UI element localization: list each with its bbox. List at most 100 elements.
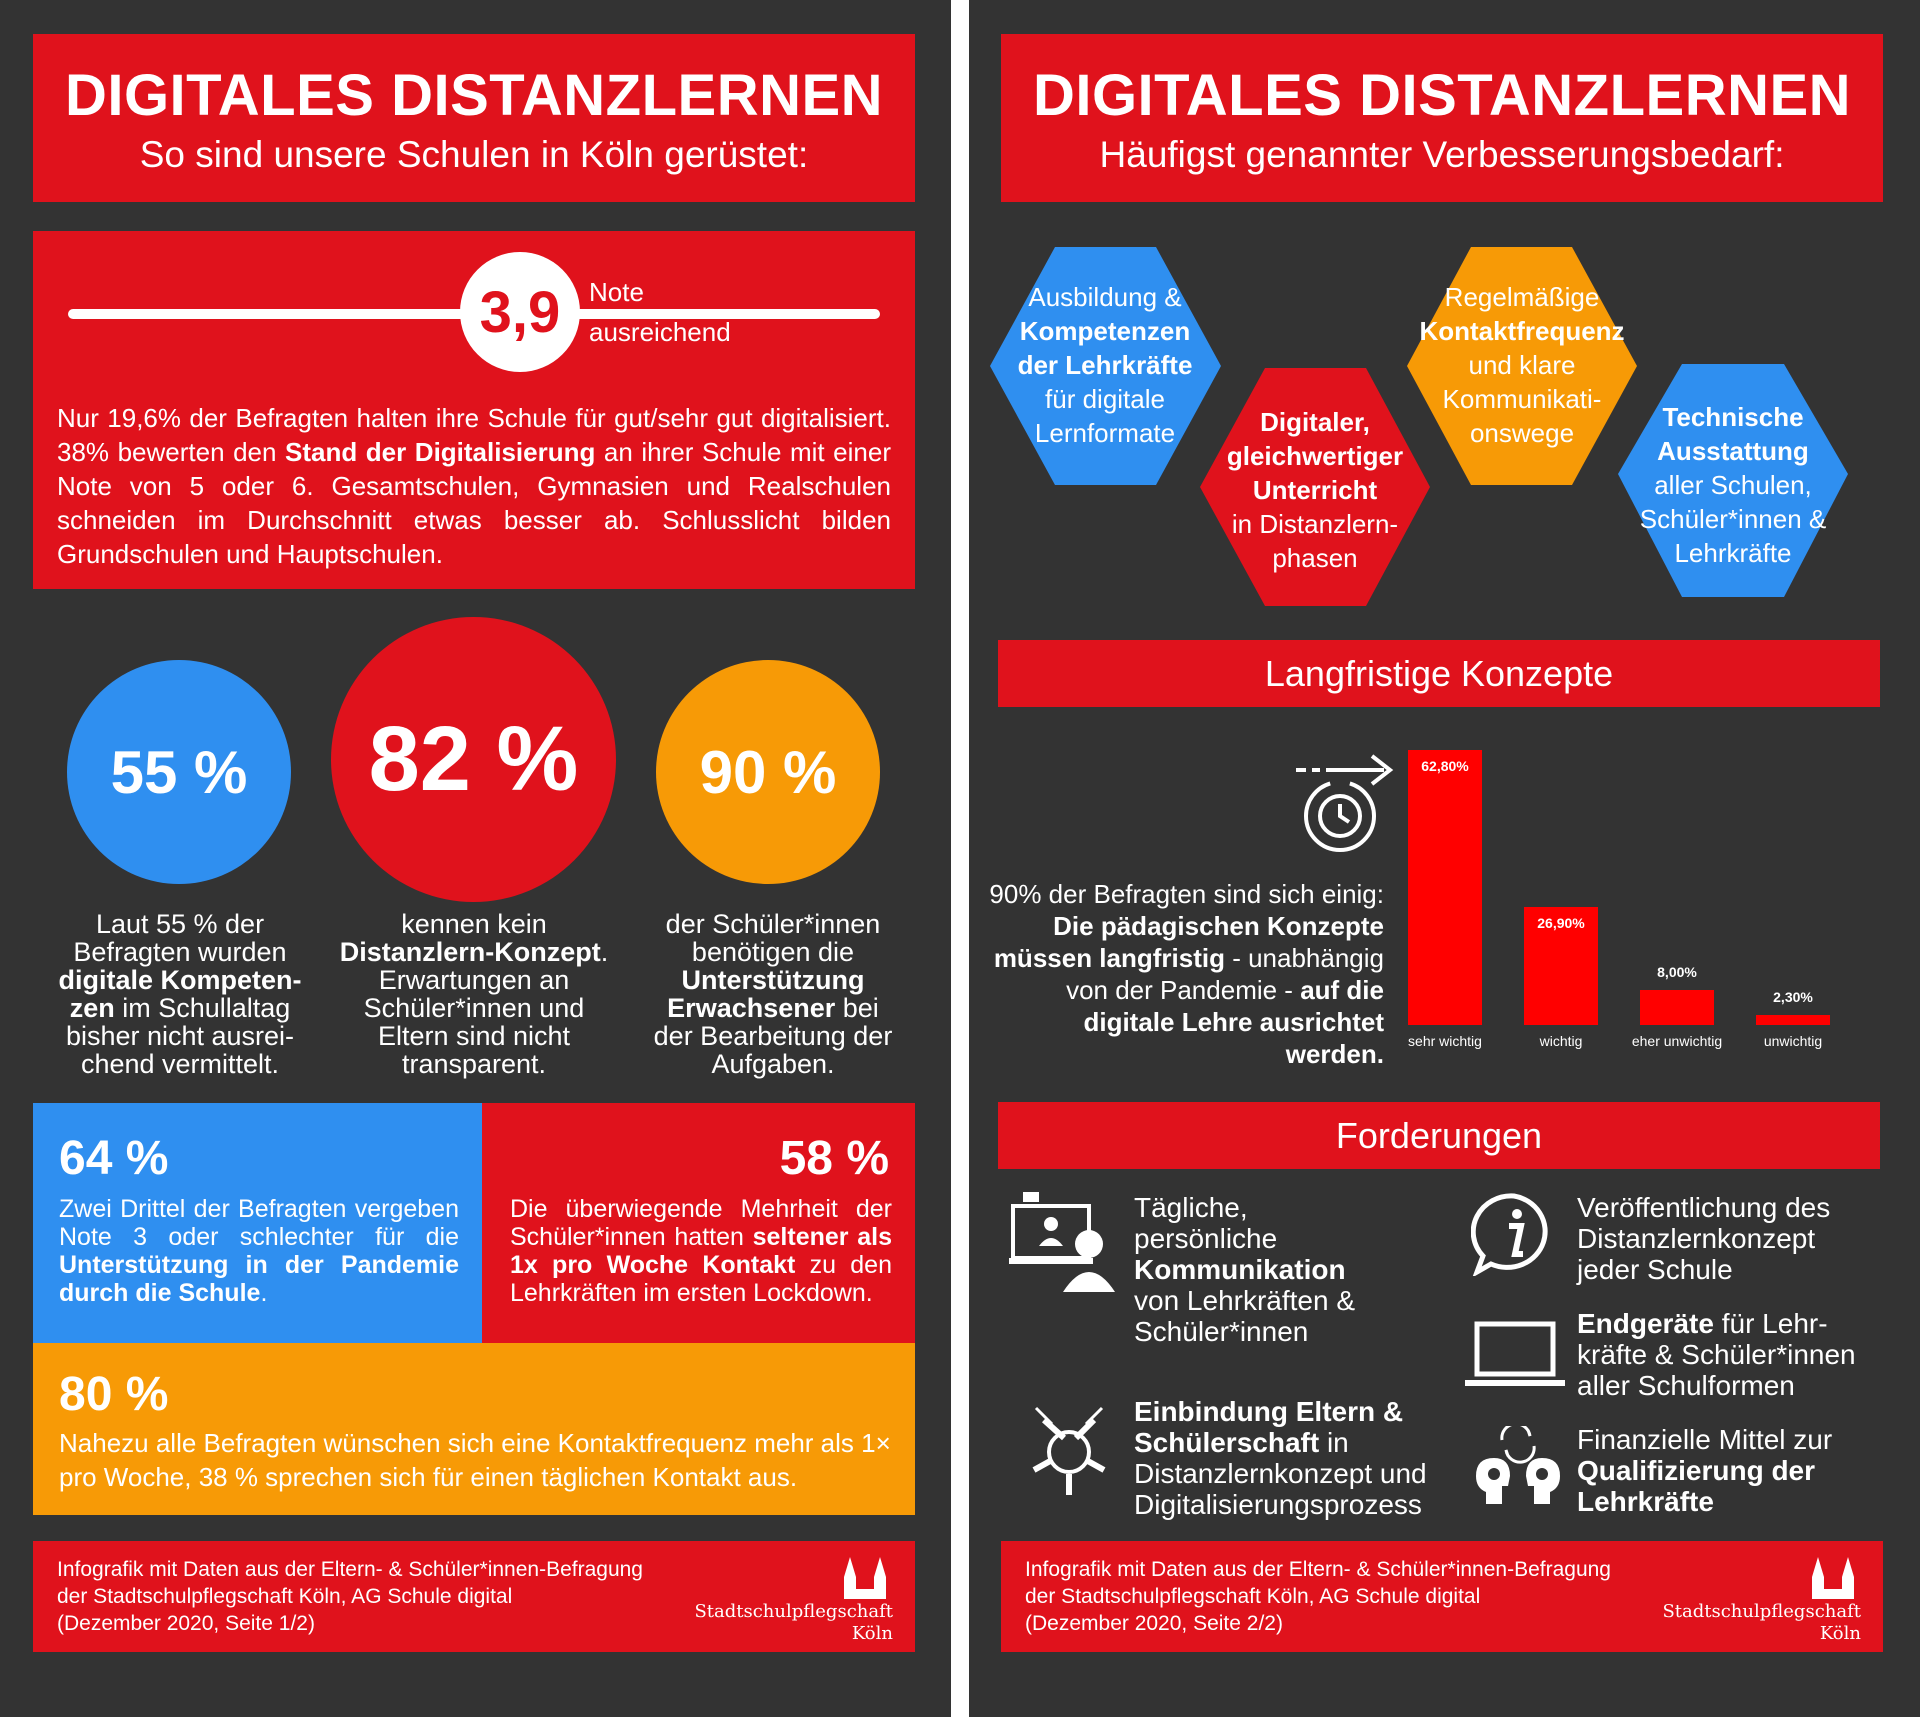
- bar-category-label: wichtig: [1539, 1033, 1583, 1049]
- grade-box: 3,9 Note ausreichend Nur 19,6% der Befra…: [33, 231, 915, 589]
- right-title: DIGITALES DISTANZLERNEN: [1032, 63, 1852, 128]
- stat-caption-90: der Schüler*innen benötigen die Unterstü…: [650, 910, 896, 1078]
- box-80-text: Nahezu alle Befragten wünschen sich eine…: [59, 1428, 891, 1492]
- bar-value-label: 62,80%: [1421, 758, 1469, 774]
- stat-value-55: 55 %: [110, 738, 248, 806]
- stat-circle-55: 55 %: [67, 660, 291, 884]
- hex-label-3: Regelmäßige Kontaktfrequenz und klare Komm…: [1419, 250, 1624, 480]
- footer-line: der Stadtschulpflegschaft Köln, AG Schul…: [1025, 1585, 1481, 1608]
- box-part: .: [260, 1279, 268, 1307]
- section-forderungen: Forderungen: [998, 1102, 1880, 1169]
- box-part: zu den Lehrkräften im ersten Lockdown.: [510, 1251, 892, 1307]
- demand-part: Finanzielle Mittel zur: [1577, 1424, 1833, 1455]
- hex-bold: Kompetenzen der Lehrkräfte: [1017, 316, 1193, 380]
- caption-bold: digitale Kompeten-zen: [58, 965, 302, 1023]
- stat-circle-82: 82 %: [331, 617, 616, 902]
- grade-label-note: Note: [589, 277, 644, 307]
- demand-part: Tägliche, persönliche: [1134, 1192, 1278, 1254]
- box-58-value: 58 %: [779, 1132, 889, 1185]
- hex-part: Regelmäßige: [1444, 282, 1600, 312]
- konzept-part: 90% der Befragten sind sich einig:: [989, 879, 1384, 909]
- bar-category-label: sehr wichtig: [1408, 1033, 1482, 1049]
- intro-part: an ihrer Schule mit einer Note von 5 ode…: [57, 437, 891, 569]
- footer-line: (Dezember 2020, Seite 2/2): [1025, 1612, 1283, 1635]
- box-80: 80 % Nahezu alle Befragten wünschen sich…: [33, 1343, 915, 1515]
- hexagon-blue-2: [1618, 364, 1848, 597]
- bar-category-label: unwichtig: [1763, 1033, 1823, 1049]
- hex-label-1: Ausbildung & Kompetenzen der Lehrkräfte fü…: [1015, 250, 1195, 480]
- grade-circle: 3,9: [460, 252, 580, 372]
- right-subtitle: Häufigst genannter Verbesserungsbedarf:: [1099, 134, 1785, 175]
- info-icon: [1471, 1193, 1548, 1276]
- right-footer-text: Infografik mit Daten aus der Eltern- & S…: [1025, 1556, 1611, 1637]
- stat-caption-55: Laut 55 % der Befragten wurden digitale …: [58, 910, 302, 1078]
- demand-bold: Qualifizierung der Lehrkräfte: [1577, 1455, 1816, 1517]
- box-bold: Unterstützung in der Pandemie durch die …: [59, 1251, 459, 1307]
- demand-part: von Lehrkräften & Schüler*innen: [1134, 1285, 1356, 1347]
- digitalization-text: Nur 19,6% der Befragten halten ihre Schu…: [57, 401, 891, 571]
- demand-1: Tägliche, persönliche Kommunikation von …: [1134, 1192, 1374, 1347]
- laptop-icon: [1465, 1321, 1565, 1386]
- footer-line: (Dezember 2020, Seite 1/2): [57, 1612, 315, 1635]
- stat-circle-90: 90 %: [656, 660, 880, 884]
- hex-bold: Digitaler, gleichwertiger Unterricht: [1226, 407, 1404, 505]
- section-konzepte: Langfristige Konzepte: [998, 640, 1880, 707]
- box-64-value: 64 %: [59, 1132, 169, 1185]
- clock-arrow-icon: [1296, 754, 1394, 852]
- hex-part: und klare Kommunikati-onswege: [1442, 350, 1602, 448]
- demand-3: Veröffentlichung des Distanzlernkonzept …: [1577, 1192, 1867, 1285]
- stat-value-90: 90 %: [699, 738, 837, 806]
- box-64: 64 % Zwei Drittel der Befragten vergeben…: [33, 1103, 482, 1343]
- left-title: DIGITALES DISTANZLERNEN: [64, 63, 884, 128]
- stat-caption-82: kennen kein Distanzlern-Konzept. Erwartu…: [325, 910, 623, 1078]
- caption-part: kennen kein: [401, 909, 547, 939]
- section-forderungen-title: Forderungen: [1335, 1114, 1543, 1156]
- org-line: Köln: [1819, 1623, 1861, 1644]
- hexagon-red: [1200, 368, 1430, 606]
- box-part: Die überwiegende Mehrheit der Schüler*in…: [510, 1195, 892, 1251]
- demand-part: in Distanzlernkonzept und Digitalisierun…: [1134, 1427, 1427, 1520]
- stat-value-82: 82 %: [368, 708, 579, 810]
- left-footer: Infografik mit Daten aus der Eltern- & S…: [33, 1541, 915, 1652]
- demand-part: Veröffentlichung des Distanzlernkonzept …: [1577, 1192, 1831, 1285]
- hex-bold: Kontaktfrequenz: [1419, 316, 1625, 346]
- right-header: DIGITALES DISTANZLERNEN Häufigst genannt…: [1001, 34, 1883, 202]
- left-org-name: Stadtschulpflegschaft Köln: [694, 1601, 893, 1645]
- hex-part: in Distanzlern-phasen: [1231, 509, 1399, 573]
- left-footer-text: Infografik mit Daten aus der Eltern- & S…: [57, 1556, 643, 1637]
- demand-4: Endgeräte für Lehr-kräfte & Schüler*inne…: [1577, 1308, 1877, 1401]
- caption-bold: Unterstützung Erwachsener: [667, 965, 865, 1023]
- bar-category-label: eher unwichtig: [1631, 1033, 1723, 1049]
- konzept-text: 90% der Befragten sind sich einig: Die p…: [989, 878, 1384, 1070]
- right-footer: Infografik mit Daten aus der Eltern- & S…: [1001, 1541, 1883, 1652]
- bar-3: [1756, 1014, 1830, 1025]
- box-80-value: 80 %: [59, 1368, 169, 1421]
- konzept-bold: auf die digitale Lehre ausrichtet werden…: [1083, 975, 1384, 1069]
- caption-part: . Erwartungen an Schüler*innen und Elter…: [363, 937, 609, 1079]
- left-header: DIGITALES DISTANZLERNEN So sind unsere S…: [33, 34, 915, 202]
- grade-label-text: ausreichend: [589, 317, 731, 347]
- caption-part: bei der Bearbeitung der Aufgaben.: [653, 993, 893, 1079]
- cathedral-logo-icon: [844, 1557, 886, 1599]
- demand-bold: Kommunikation: [1134, 1254, 1346, 1285]
- footer-line: Infografik mit Daten aus der Eltern- & S…: [1025, 1558, 1611, 1581]
- demand-2: Einbindung Eltern & Schülerschaft in Dis…: [1134, 1396, 1444, 1520]
- hexagon-orange: [1407, 247, 1637, 485]
- box-bold: seltener als 1x pro Woche Kontakt: [510, 1223, 892, 1279]
- hex-label-2: Digitaler, gleichwertiger Unterricht in D…: [1215, 375, 1415, 605]
- hex-part: für digitale Lernformate: [1034, 384, 1176, 448]
- bar-value-label: 2,30%: [1773, 988, 1813, 1005]
- demand-bold: Endgeräte: [1577, 1308, 1714, 1339]
- section-konzepte-title: Langfristige Konzepte: [1264, 652, 1614, 694]
- bar-2: [1640, 989, 1714, 1025]
- konzept-part: - unabhängig von der Pandemie -: [1066, 943, 1384, 1005]
- hex-label-4: Technische Ausstattung aller Schulen, Sch…: [1635, 370, 1831, 600]
- org-line: Köln: [851, 1623, 893, 1644]
- right-org-name: Stadtschulpflegschaft Köln: [1662, 1601, 1861, 1645]
- hexagon-blue-1: [990, 247, 1221, 485]
- cathedral-logo-icon: [1812, 1557, 1854, 1599]
- hex-part: aller Schulen, Schüler*innen & Lehrkräft…: [1639, 470, 1827, 568]
- caption-part: im Schullaltag bisher nicht ausrei-chend…: [65, 993, 295, 1079]
- bar-0: [1408, 750, 1482, 1025]
- importance-bar-chart: 62,80% sehr wichtig 26,90% wichtig 8,00% eher…: [1399, 745, 1879, 1060]
